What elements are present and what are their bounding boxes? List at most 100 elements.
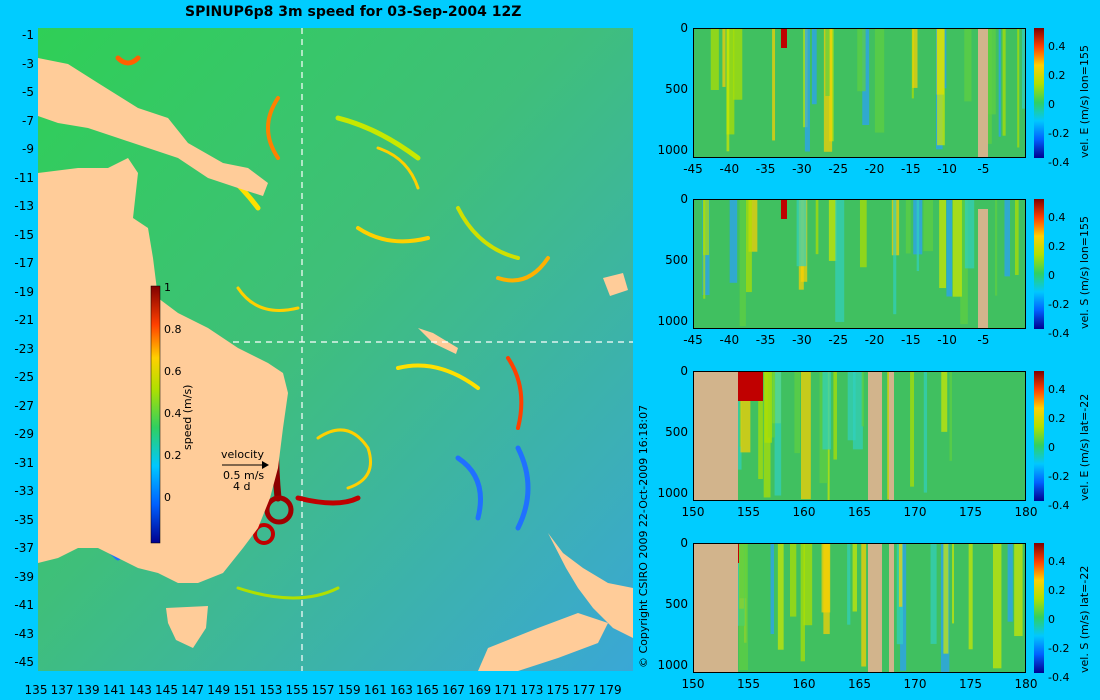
longitude-tick-label: 147 — [181, 683, 205, 697]
land-mask — [889, 543, 894, 673]
current-streak — [236, 286, 300, 312]
velocity-band — [815, 199, 819, 255]
section-plot-frame — [693, 371, 1026, 501]
velocity-band — [794, 371, 801, 454]
velocity-band — [703, 199, 710, 256]
velocity-band — [852, 371, 863, 450]
velocity-band — [803, 543, 813, 626]
new-guinea — [38, 58, 268, 196]
longitude-tick-label: 175 — [959, 677, 982, 691]
section-colorbar-tick: 0 — [1048, 269, 1055, 282]
current-streak — [236, 586, 340, 600]
section-colorbar-tick: -0.2 — [1048, 470, 1070, 483]
velocity-band — [998, 28, 1001, 137]
velocity-band — [739, 543, 748, 599]
section-colorbar-tick: -0.4 — [1048, 499, 1070, 512]
velocity-band — [774, 371, 782, 496]
longitude-tick-label: 169 — [468, 683, 492, 697]
velocity-band — [847, 543, 851, 625]
section-colorbar-tick: 0.2 — [1048, 584, 1066, 597]
latitude-tick-label: -20 — [864, 333, 885, 347]
latitude-tick-label: -5 — [22, 85, 34, 99]
section-colorbar-tick: -0.4 — [1048, 156, 1070, 169]
depth-tick-label: 500 — [665, 425, 688, 439]
velocity-band — [1017, 28, 1020, 148]
velocity-band — [893, 199, 897, 315]
longitude-tick-label: 170 — [903, 677, 927, 691]
current-streak — [115, 55, 141, 66]
velocity-core — [781, 28, 787, 48]
section-colorbar-tick: 0.2 — [1048, 412, 1066, 425]
latitude-tick-label: -41 — [14, 598, 34, 612]
velocity-band — [949, 371, 953, 461]
velocity-band — [758, 371, 763, 480]
velocity-band — [968, 543, 973, 650]
latitude-tick-label: -9 — [22, 142, 34, 156]
longitude-tick-label: 137 — [50, 683, 74, 697]
latitude-tick-label: -35 — [755, 162, 776, 176]
velocity-band — [726, 28, 730, 152]
velocity-band — [857, 28, 866, 92]
velocity-band — [800, 543, 805, 662]
longitude-tick-label: 177 — [572, 683, 596, 697]
longitude-tick-label: 151 — [233, 683, 257, 697]
longitude-tick-label: 155 — [737, 505, 760, 519]
latitude-tick-label: -30 — [792, 162, 812, 176]
fiji — [603, 273, 628, 296]
depth-tick-label: 1000 — [657, 658, 688, 672]
eddy — [253, 523, 275, 545]
longitude-tick-label: 180 — [1014, 677, 1038, 691]
colorbar-tick: 0.4 — [164, 407, 182, 420]
longitude-tick-label: 175 — [959, 505, 982, 519]
longitude-tick-label: 157 — [311, 683, 335, 697]
longitude-tick-label: 159 — [337, 683, 361, 697]
velocity-band — [916, 199, 920, 272]
section-colorbar — [1034, 543, 1044, 673]
current-streak — [266, 96, 280, 160]
velocity-band — [1002, 28, 1006, 136]
current-streak — [496, 256, 550, 283]
velocity-band — [964, 199, 975, 269]
longitude-tick-label: 180 — [1014, 505, 1038, 519]
section-colorbar — [1034, 199, 1044, 329]
velocity-band — [822, 371, 832, 450]
depth-tick-label: 500 — [665, 597, 688, 611]
plot-title: SPINUP6p8 3m speed for 03-Sep-2004 12Z — [185, 4, 522, 20]
latitude-tick-label: -45 — [683, 162, 703, 176]
velocity-legend-arrow — [222, 461, 269, 469]
velocity-band — [726, 28, 735, 135]
colorbar-tick: 0.6 — [164, 365, 182, 378]
longitude-tick-label: 150 — [681, 677, 705, 691]
latitude-tick-label: -25 — [828, 333, 848, 347]
colorbar-tick: 0.2 — [164, 449, 182, 462]
section-plot-frame — [693, 543, 1026, 673]
velocity-band — [852, 543, 857, 612]
latitude-tick-label: -37 — [14, 541, 34, 555]
new-caledonia — [418, 328, 458, 354]
section-colorbar-tick: 0 — [1048, 441, 1055, 454]
velocity-band — [740, 371, 751, 453]
section-colorbar-tick: 0.2 — [1048, 240, 1066, 253]
velocity-band — [790, 543, 797, 617]
colorbar-tick: 0.8 — [164, 323, 182, 336]
colorbar-label: speed (m/s) — [181, 384, 194, 450]
velocity-band — [861, 543, 867, 667]
section-colorbar-tick: -0.2 — [1048, 642, 1070, 655]
section-colorbar-tick: 0 — [1048, 613, 1055, 626]
velocity-band — [986, 28, 996, 115]
latitude-tick-label: -29 — [14, 427, 34, 441]
section-colorbar-tick: 0.2 — [1048, 69, 1066, 82]
longitude-tick-label: 179 — [598, 683, 622, 697]
latitude-tick-label: -10 — [937, 162, 957, 176]
current-streak — [396, 363, 480, 390]
depth-tick-label: 0 — [680, 21, 688, 35]
velocity-band — [748, 199, 758, 252]
section-colorbar-tick: -0.4 — [1048, 671, 1070, 684]
velocity-band — [859, 199, 867, 268]
velocity-band — [1021, 28, 1026, 109]
latitude-tick-label: -31 — [14, 455, 34, 470]
velocity-band — [745, 199, 752, 293]
current-streak — [515, 445, 531, 531]
depth-tick-label: 500 — [665, 82, 688, 96]
longitude-tick-label: 173 — [520, 683, 544, 697]
